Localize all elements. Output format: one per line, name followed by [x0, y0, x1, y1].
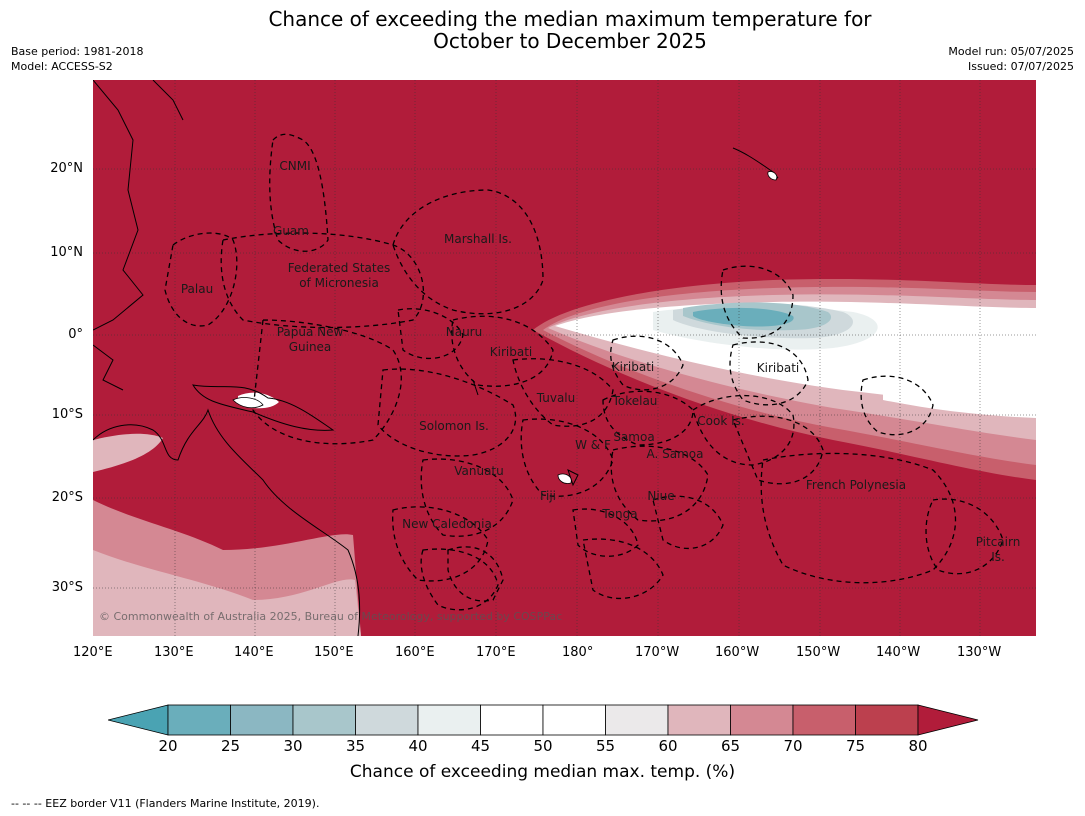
colorbar-segment: [667, 704, 731, 736]
copyright-notice: © Commonwealth of Australia 2025, Bureau…: [99, 610, 563, 623]
region-label: Tuvalu: [536, 391, 576, 405]
x-tick-160e: 160°E: [395, 645, 435, 660]
region-label: Federated States: [288, 261, 390, 275]
colorbar: [108, 704, 979, 736]
x-tick-120e: 120°E: [73, 645, 113, 660]
colorbar-tick-label: 30: [283, 737, 303, 755]
region-label: of Micronesia: [299, 276, 379, 290]
region-label: Is.: [991, 550, 1005, 564]
issued-date: Issued: 07/07/2025: [967, 60, 1074, 73]
y-tick-30s: 30°S: [51, 580, 83, 595]
x-tick-150e: 150°E: [314, 645, 354, 660]
colorbar-tick-label: 35: [345, 737, 366, 755]
x-tick-130e: 130°E: [154, 645, 194, 660]
region-label: French Polynesia: [806, 478, 906, 492]
colorbar-segment: [167, 704, 231, 736]
colorbar-segment: [480, 704, 544, 736]
region-label: W & F: [575, 438, 611, 452]
colorbar-segment: [292, 704, 356, 736]
y-tick-10s: 10°S: [51, 407, 83, 422]
contour-25: [693, 307, 794, 327]
colorbar-segment: [730, 704, 794, 736]
y-tick-10n: 10°N: [50, 245, 83, 260]
x-tick-140w: 140°W: [876, 645, 921, 660]
colorbar-tick-label: 45: [470, 737, 491, 755]
colorbar-segment: [417, 704, 481, 736]
meta-right: Model run: 05/07/2025 Issued: 07/07/2025: [948, 44, 1074, 74]
colorbar-tick-label: 40: [408, 737, 428, 755]
x-tick-160w: 160°W: [715, 645, 760, 660]
colorbar-tick-label: 65: [720, 737, 741, 755]
region-label: Marshall Is.: [444, 232, 512, 246]
colorbar-tick-label: 70: [783, 737, 803, 755]
colorbar-extend-high: [917, 704, 979, 736]
colorbar-tick-label: 80: [908, 737, 928, 755]
region-label: Kiribati: [612, 360, 654, 374]
colorbar-segment: [792, 704, 856, 736]
meta-left: Base period: 1981-2018 Model: ACCESS-S2: [11, 44, 143, 74]
colorbar-tick-label: 50: [533, 737, 553, 755]
eez-footnote: -- -- -- EEZ border V11 (Flanders Marine…: [11, 797, 320, 810]
region-label: Palau: [181, 282, 213, 296]
colorbar-segment: [605, 704, 669, 736]
colorbar-segment: [230, 704, 294, 736]
region-label: Nauru: [446, 325, 482, 339]
y-tick-20s: 20°S: [51, 490, 83, 505]
region-label: Vanuatu: [454, 464, 504, 478]
contour-white-patch: [883, 376, 1036, 418]
forecast-map: CNMI Guam Marshall Is. Federated States of M…: [93, 80, 1036, 636]
colorbar-tick-label: 75: [845, 737, 866, 755]
graticule: [93, 80, 1036, 636]
region-label: Cook Is.: [697, 414, 744, 428]
islands: [232, 171, 778, 484]
region-label: Guinea: [289, 340, 332, 354]
colorbar-tick-label: 55: [595, 737, 616, 755]
colorbar-segment: [542, 704, 606, 736]
colorbar-tick-label: 25: [220, 737, 241, 755]
region-label: Fiji: [540, 489, 556, 503]
y-tick-20n: 20°N: [50, 161, 83, 176]
contour-carpentaria: [93, 433, 163, 472]
chart-title: Chance of exceeding the median maximum t…: [0, 8, 1085, 52]
model-name: Model: ACCESS-S2: [11, 60, 113, 73]
region-label: Pitcairn: [976, 535, 1021, 549]
region-label: Solomon Is.: [419, 419, 489, 433]
region-label: Tonga: [601, 507, 637, 521]
colorbar-title: Chance of exceeding median max. temp. (%…: [349, 762, 736, 782]
colorbar-tick-label: 60: [658, 737, 678, 755]
region-label: Tokelau: [612, 394, 658, 408]
x-tick-140e: 140°E: [234, 645, 274, 660]
x-tick-170w: 170°W: [635, 645, 680, 660]
title-line-2: October to December 2025: [433, 29, 707, 53]
base-period: Base period: 1981-2018: [11, 45, 144, 58]
x-tick-130w: 130°W: [957, 645, 1002, 660]
region-label: CNMI: [279, 159, 310, 173]
region-label: Samoa: [613, 430, 654, 444]
region-label: Papua New: [277, 325, 344, 339]
colorbar-segment: [855, 704, 919, 736]
region-label: New Caledonia: [402, 517, 492, 531]
contour-queensland-light: [93, 550, 361, 636]
colorbar-extend-low: [108, 704, 169, 736]
region-label: A. Samoa: [647, 447, 704, 461]
colorbar-segment: [355, 704, 419, 736]
region-label: Niue: [647, 489, 674, 503]
x-tick-150w: 150°W: [796, 645, 841, 660]
colorbar-tick-label: 20: [158, 737, 178, 755]
x-tick-170e: 170°E: [476, 645, 516, 660]
eez-borders: [164, 133, 1004, 611]
x-tick-180: 180°: [562, 645, 594, 660]
y-tick-0: 0°: [68, 327, 83, 342]
region-label: Kiribati: [490, 345, 532, 359]
model-run: Model run: 05/07/2025: [948, 45, 1074, 58]
title-line-1: Chance of exceeding the median maximum t…: [268, 7, 872, 31]
region-label: Kiribati: [757, 361, 799, 375]
region-label: Guam: [273, 224, 309, 238]
